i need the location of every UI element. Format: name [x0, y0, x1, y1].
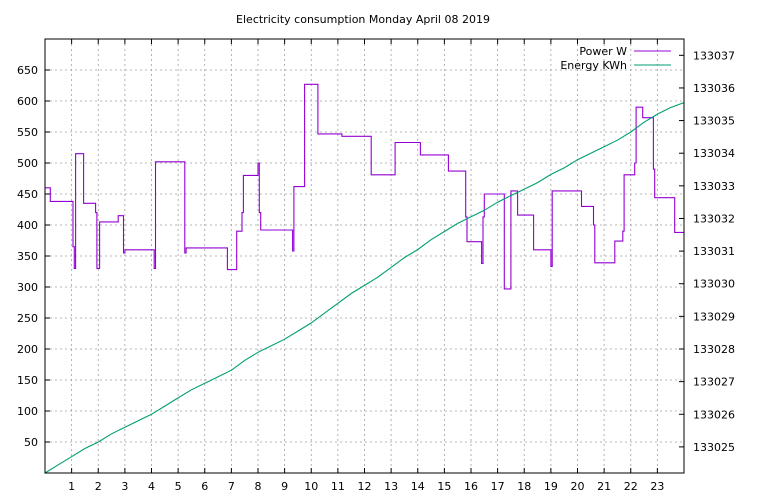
y-left-tick-label-400: 400 — [17, 219, 38, 232]
y-right-tick-label-133028: 133028 — [693, 343, 735, 356]
series-line-power-w — [45, 83, 684, 290]
x-tick-label-14: 14 — [411, 480, 425, 493]
x-tick-label-17: 17 — [491, 480, 505, 493]
x-tick-label-11: 11 — [331, 480, 345, 493]
x-tick-label-15: 15 — [437, 480, 451, 493]
x-tick-label-10: 10 — [304, 480, 318, 493]
y-right-tick-label-133037: 133037 — [693, 49, 735, 62]
x-tick-label-12: 12 — [358, 480, 372, 493]
x-tick-label-22: 22 — [624, 480, 638, 493]
x-tick-label-3: 3 — [121, 480, 128, 493]
y-left-tick-label-50: 50 — [24, 436, 38, 449]
x-tick-label-21: 21 — [597, 480, 611, 493]
x-tick-label-19: 19 — [544, 480, 558, 493]
y-left-tick-label-550: 550 — [17, 126, 38, 139]
x-tick-label-6: 6 — [201, 480, 208, 493]
x-tick-label-9: 9 — [281, 480, 288, 493]
y-right-tick-label-133029: 133029 — [693, 310, 735, 323]
grid — [45, 39, 684, 473]
y-left-tick-label-300: 300 — [17, 281, 38, 294]
y-right-tick-label-133035: 133035 — [693, 115, 735, 128]
legend-label-power-w: Power W — [579, 45, 627, 58]
y-right-tick-label-133031: 133031 — [693, 245, 735, 258]
y-left-tick-label-100: 100 — [17, 405, 38, 418]
y-left-tick-label-250: 250 — [17, 312, 38, 325]
y-right-tick-label-133032: 133032 — [693, 212, 735, 225]
y-left-tick-label-650: 650 — [17, 64, 38, 77]
y-left-tick-label-600: 600 — [17, 95, 38, 108]
x-tick-label-13: 13 — [384, 480, 398, 493]
y-right-tick-label-133026: 133026 — [693, 408, 735, 421]
y-right-tick-label-133034: 133034 — [693, 147, 735, 160]
y-right-tick-label-133030: 133030 — [693, 278, 735, 291]
x-tick-label-20: 20 — [571, 480, 585, 493]
y-right-tick-label-133025: 133025 — [693, 441, 735, 454]
series-line-energy-kwh — [44, 102, 685, 474]
x-tick-label-4: 4 — [148, 480, 155, 493]
y-left-tick-label-450: 450 — [17, 188, 38, 201]
x-tick-label-8: 8 — [255, 480, 262, 493]
x-tick-label-2: 2 — [95, 480, 102, 493]
y-left-tick-label-350: 350 — [17, 250, 38, 263]
y-left-tick-label-200: 200 — [17, 343, 38, 356]
series-layer — [44, 83, 685, 474]
y-right-tick-label-133027: 133027 — [693, 376, 735, 389]
chart-title: Electricity consumption Monday April 08 … — [236, 13, 490, 26]
y-right-tick-label-133036: 133036 — [693, 82, 735, 95]
x-tick-label-18: 18 — [517, 480, 531, 493]
ticks: 1 2 3 4 5 6 7 8 9 10 11 12 13 14 15 16 17 18 19 20 21 22 23501… — [17, 39, 735, 493]
x-tick-label-7: 7 — [228, 480, 235, 493]
x-tick-label-5: 5 — [175, 480, 182, 493]
x-tick-label-23: 23 — [650, 480, 664, 493]
y-right-tick-label-133033: 133033 — [693, 180, 735, 193]
x-tick-label-1: 1 — [68, 480, 75, 493]
legend-label-energy-kwh: Energy KWh — [560, 59, 627, 72]
x-tick-label-16: 16 — [464, 480, 478, 493]
y-left-tick-label-150: 150 — [17, 374, 38, 387]
y-left-tick-label-500: 500 — [17, 157, 38, 170]
